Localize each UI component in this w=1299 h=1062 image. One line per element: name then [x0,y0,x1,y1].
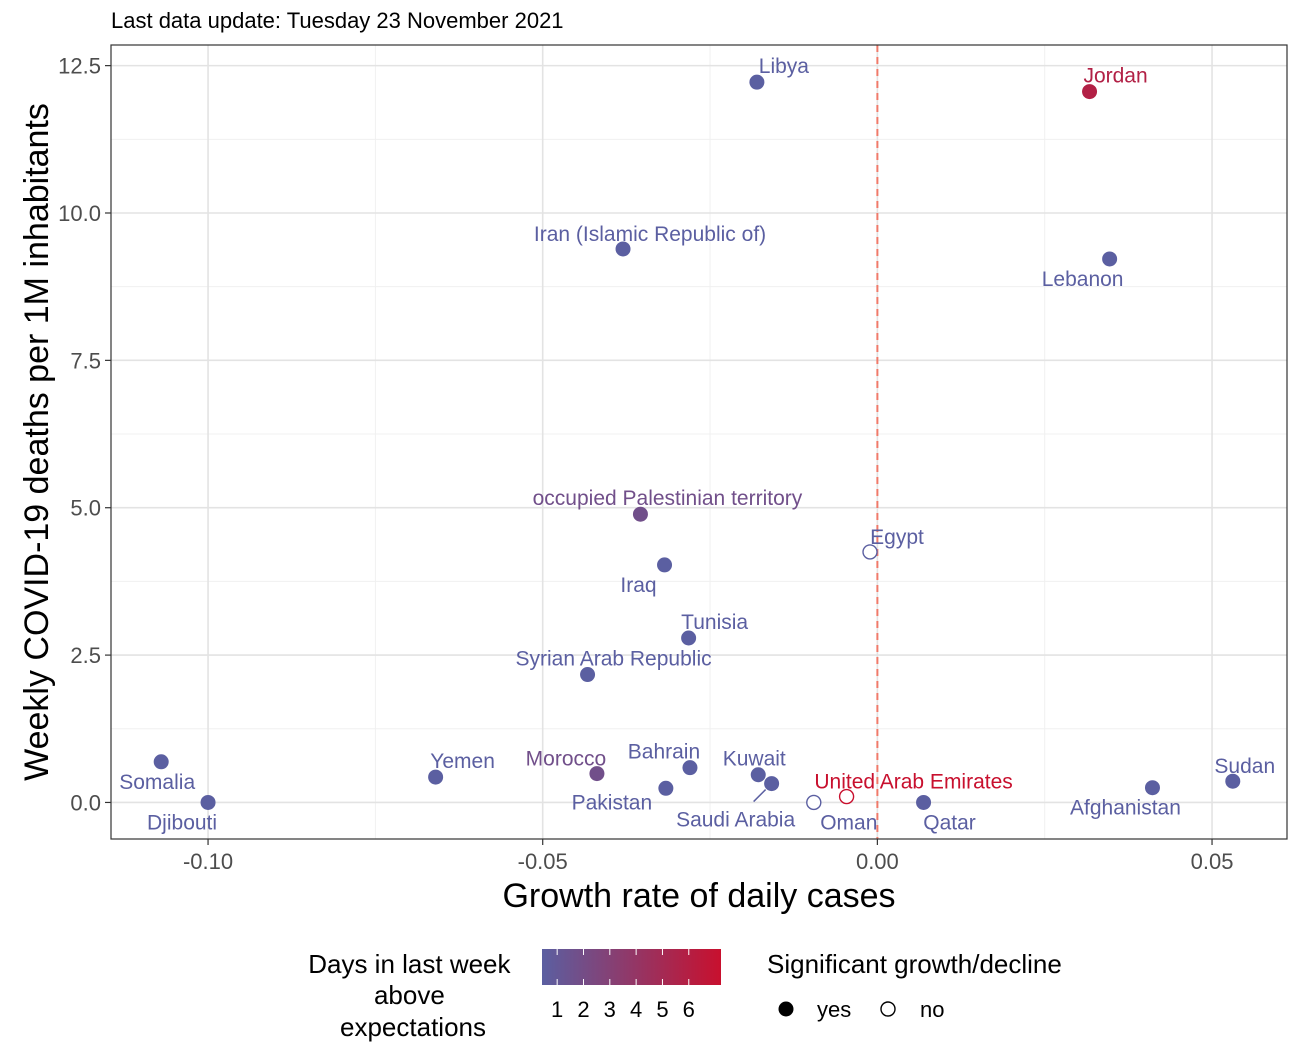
label-pakistan: Pakistan [572,791,653,814]
point-syrian-arab-republic [580,667,596,683]
connector-saudi-arabia [753,789,767,803]
label-syrian-arab-republic: Syrian Arab Republic [516,648,712,671]
point-yemen [428,769,444,785]
label-kuwait: Kuwait [723,748,786,771]
point-libya [749,74,765,90]
label-jordan: Jordan [1083,65,1147,88]
point-tunisia [681,630,697,646]
chart-subtitle: Last data update: Tuesday 23 November 20… [111,8,564,33]
label-iraq: Iraq [620,574,656,597]
label-libya: Libya [759,55,810,78]
label-somalia: Somalia [119,771,195,794]
label-bahrain: Bahrain [628,741,700,764]
point-morocco [589,766,605,782]
point-labels: Libya Jordan Iran (Islamic Republic of) Leb… [119,55,1275,834]
y-tick-label: 0.0 [70,790,101,815]
label-tunisia: Tunisia [681,611,748,634]
label-morocco: Morocco [526,748,607,771]
x-tick-label: 0.05 [1191,849,1234,874]
plot-border [110,44,1288,840]
point-bahrain [682,760,698,776]
x-axis-title: Growth rate of daily cases [502,877,895,915]
y-tick-label: 10.0 [58,201,101,226]
colorbar-tick-label: 2 [577,997,589,1022]
data-points [153,74,1241,811]
legend-color-title-line-3: expectations [340,1012,486,1042]
point-somalia [153,754,169,770]
plot-panel [111,45,1287,839]
legend-color-title-line-2: above [374,980,445,1010]
label-qatar: Qatar [923,811,976,834]
label-saudi-arabia: Saudi Arabia [676,809,795,832]
label-sudan: Sudan [1214,755,1275,778]
legend-color-title: Days in last week above expectations [308,949,518,1042]
y-tick-label: 5.0 [70,496,101,521]
label-iran-islamic-republic-of: Iran (Islamic Republic of) [534,223,766,246]
y-tick-label: 12.5 [58,54,101,79]
point-kuwait [750,767,766,783]
point-united-arab-emirates [838,788,855,805]
label-occupied-palestinian-territory: occupied Palestinian territory [533,487,803,510]
label-oman: Oman [820,811,877,834]
label-djibouti: Djibouti [147,811,217,834]
legend-colorbar [542,949,721,985]
colorbar-tick-label: 5 [656,997,668,1022]
legend-yes-symbol [778,1001,794,1017]
y-tick-label: 7.5 [70,348,101,373]
y-axis-title: Weekly COVID-19 deaths per 1M inhabitant… [18,103,56,781]
y-tick-label: 2.5 [70,643,101,668]
label-afghanistan: Afghanistan [1070,797,1181,820]
legend-no-label: no [920,997,944,1022]
point-oman [806,794,822,811]
point-djibouti [200,794,216,810]
point-iran-islamic-republic-of [615,241,631,257]
colorbar-tick-label: 1 [551,997,563,1022]
y-axis: 0.0 2.5 5.0 7.5 10.0 12.5 [58,54,111,815]
colorbar-tick-label: 3 [604,997,616,1022]
colorbar-tick-label: 6 [683,997,695,1022]
x-axis: -0.10 -0.05 0.00 0.05 [183,839,1233,874]
point-egypt [862,544,878,560]
point-iraq [657,557,673,573]
label-yemen: Yemen [430,750,495,773]
x-tick-label: -0.05 [518,849,568,874]
legend-yes-label: yes [817,997,851,1022]
x-tick-label: -0.10 [183,849,233,874]
colorbar-tick-label: 4 [630,997,642,1022]
label-lebanon: Lebanon [1042,268,1124,291]
point-sudan [1225,773,1241,789]
point-jordan [1082,84,1098,100]
label-egypt: Egypt [870,526,924,549]
legend-shape-title: Significant growth/decline [767,949,1062,979]
legend-color-title-line-1: Days in last week [308,949,511,979]
label-connectors [753,789,767,803]
label-united-arab-emirates: United Arab Emirates [814,771,1012,794]
point-lebanon [1102,251,1118,267]
point-pakistan [658,780,674,796]
grid-minor [111,45,1287,839]
x-tick-label: 0.00 [856,849,899,874]
point-afghanistan [1144,780,1160,796]
point-saudi-arabia [764,776,780,792]
point-qatar [916,794,932,810]
legend-no-symbol [880,1001,896,1017]
point-occupied-palestinian-territory [632,506,648,522]
